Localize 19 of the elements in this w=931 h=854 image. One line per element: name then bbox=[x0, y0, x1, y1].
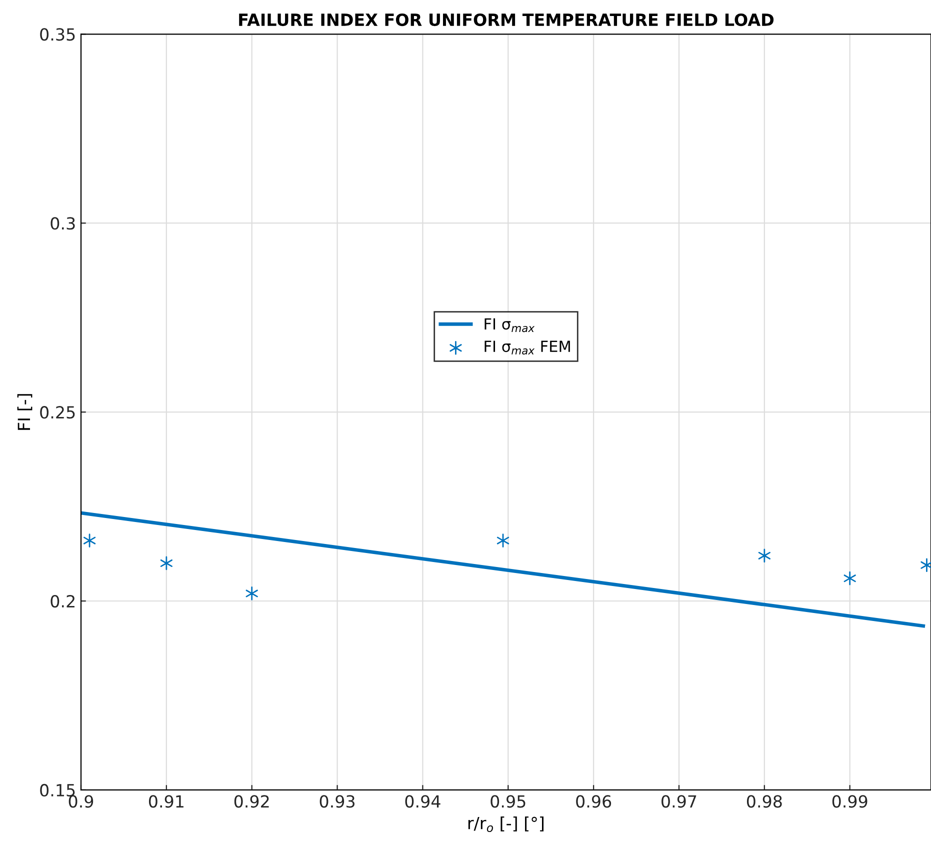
y-tick-label: 0.25 bbox=[40, 406, 75, 419]
x-tick-label: 0.95 bbox=[490, 795, 526, 808]
legend-label: FI σ$_{max}$ bbox=[484, 318, 535, 332]
x-tick-label: 0.91 bbox=[148, 795, 184, 808]
x-tick-label: 0.98 bbox=[746, 795, 782, 808]
chart-title: FAILURE INDEX FOR UNIFORM TEMPERATURE FIELD LOAD bbox=[239, 13, 774, 26]
y-axis-title: FI [-] bbox=[17, 394, 32, 430]
y-tick-label: 0.3 bbox=[50, 217, 75, 230]
x-tick-label: 0.97 bbox=[662, 795, 696, 808]
y-tick-label: 0.15 bbox=[40, 784, 75, 797]
x-tick-label: 0.99 bbox=[832, 795, 868, 808]
x-tick-label: 0.93 bbox=[320, 795, 354, 808]
x-tick-label: 0.9 bbox=[68, 795, 94, 808]
x-tick-label: 0.96 bbox=[576, 795, 612, 808]
x-tick-label: 0.92 bbox=[234, 795, 269, 808]
y-tick-label: 0.35 bbox=[40, 28, 75, 41]
y-tick-label: 0.2 bbox=[50, 594, 74, 608]
x-axis-title: r/r$_{o}$ [-] [°] bbox=[468, 816, 544, 832]
x-tick-label: 0.94 bbox=[405, 795, 440, 808]
